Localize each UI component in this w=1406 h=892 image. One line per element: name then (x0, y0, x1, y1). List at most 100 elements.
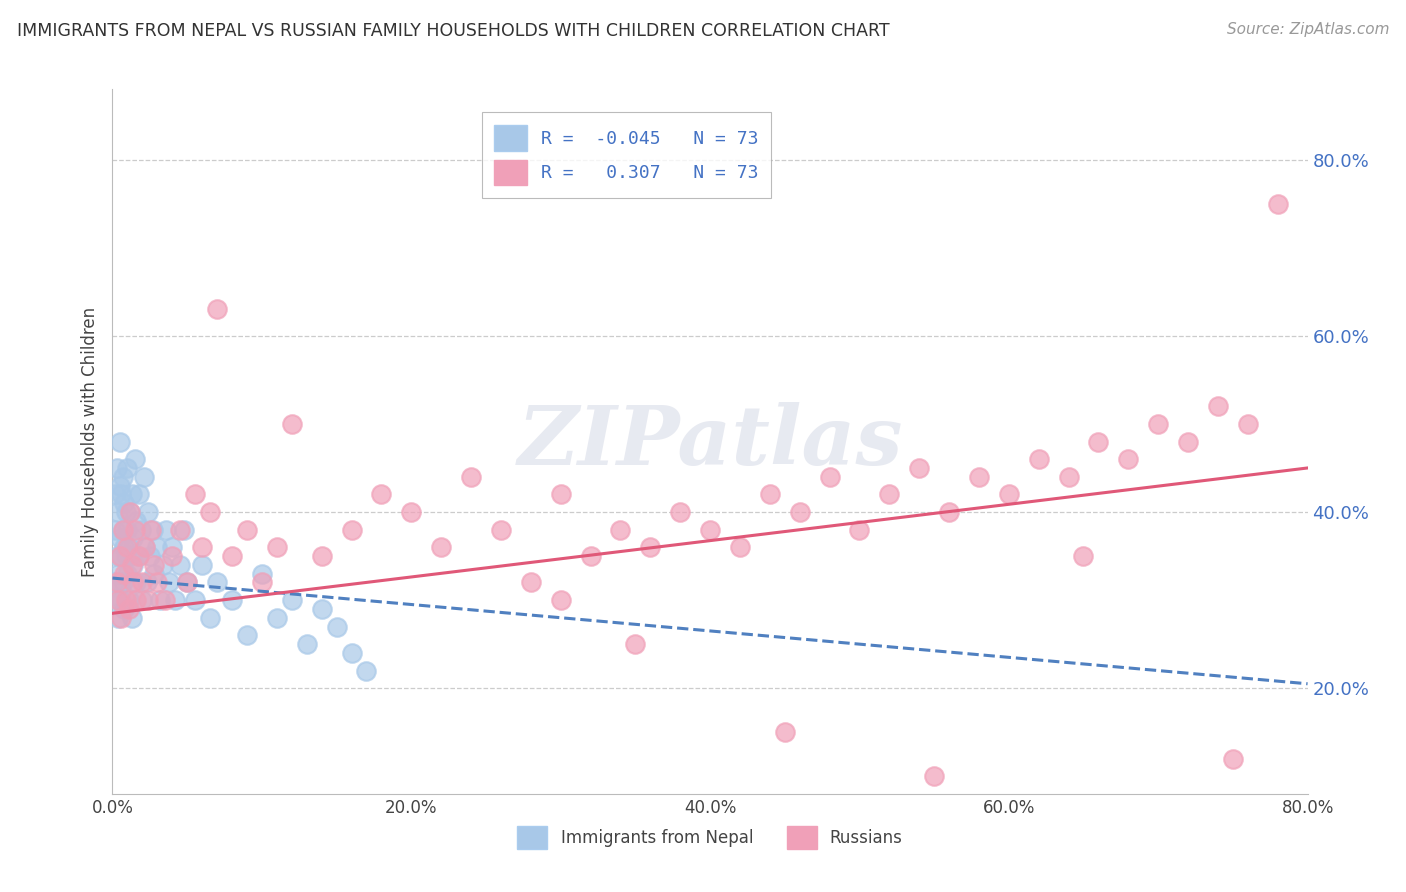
Point (311, 549, 333, 563)
Point (139, 549, 162, 563)
Point (138, 505, 160, 519)
Point (640, 540, 662, 554)
Point (121, 487, 143, 501)
Legend: Immigrants from Nepal, Russians: Immigrants from Nepal, Russians (510, 819, 910, 856)
Point (922, 769, 945, 783)
Point (108, 478, 131, 492)
Point (122, 575, 145, 590)
Point (107, 505, 129, 519)
Point (908, 461, 931, 475)
Point (401, 505, 423, 519)
Point (110, 549, 132, 563)
Point (108, 532, 131, 546)
Point (134, 540, 156, 554)
Point (430, 540, 453, 554)
Point (114, 602, 135, 616)
Point (699, 523, 721, 537)
Point (157, 575, 180, 590)
Point (550, 593, 572, 607)
Point (114, 540, 135, 554)
Point (1073, 549, 1095, 563)
Point (728, 540, 751, 554)
Point (117, 540, 139, 554)
Point (107, 593, 129, 607)
Point (340, 646, 363, 660)
Point (149, 593, 172, 607)
Point (129, 523, 152, 537)
Point (120, 549, 142, 563)
Point (266, 610, 288, 624)
Point (146, 540, 169, 554)
Point (221, 549, 243, 563)
Point (114, 496, 135, 510)
Point (125, 575, 148, 590)
Point (115, 593, 138, 607)
Point (520, 575, 543, 590)
Point (105, 461, 128, 475)
Point (125, 514, 148, 528)
Point (153, 593, 176, 607)
Point (128, 549, 150, 563)
Point (250, 575, 273, 590)
Point (183, 593, 205, 607)
Point (1237, 417, 1260, 431)
Point (132, 469, 155, 483)
Point (107, 610, 129, 624)
Point (143, 566, 166, 581)
Point (236, 628, 259, 642)
Point (138, 593, 160, 607)
Point (155, 523, 177, 537)
Point (117, 523, 139, 537)
Point (295, 637, 318, 651)
Point (120, 505, 142, 519)
Point (759, 487, 782, 501)
Point (108, 434, 131, 449)
Point (173, 523, 195, 537)
Point (198, 505, 221, 519)
Point (669, 505, 692, 519)
Point (131, 593, 153, 607)
Point (848, 523, 870, 537)
Point (1206, 399, 1229, 413)
Point (118, 602, 141, 616)
Point (176, 575, 198, 590)
Point (205, 302, 228, 317)
Point (1147, 417, 1170, 431)
Point (879, 487, 901, 501)
Text: IMMIGRANTS FROM NEPAL VS RUSSIAN FAMILY HOUSEHOLDS WITH CHILDREN CORRELATION CHA: IMMIGRANTS FROM NEPAL VS RUSSIAN FAMILY … (17, 22, 890, 40)
Point (104, 487, 127, 501)
Point (115, 505, 138, 519)
Point (110, 593, 132, 607)
Point (127, 549, 149, 563)
Point (143, 558, 166, 572)
Point (221, 593, 243, 607)
Point (141, 523, 163, 537)
Point (118, 540, 141, 554)
Point (105, 575, 128, 590)
Point (124, 523, 146, 537)
Point (111, 523, 134, 537)
Text: ZIPatlas: ZIPatlas (517, 401, 903, 482)
Point (266, 540, 288, 554)
Point (579, 549, 602, 563)
Point (370, 487, 392, 501)
Point (176, 575, 198, 590)
Point (356, 664, 378, 678)
Point (183, 487, 205, 501)
Point (609, 523, 631, 537)
Point (124, 452, 146, 467)
Y-axis label: Family Households with Children: Family Households with Children (80, 307, 98, 576)
Point (550, 487, 572, 501)
Point (198, 610, 221, 624)
Point (191, 540, 214, 554)
Point (967, 469, 990, 483)
Text: Source: ZipAtlas.com: Source: ZipAtlas.com (1226, 22, 1389, 37)
Point (1028, 452, 1050, 467)
Point (122, 558, 145, 572)
Point (108, 549, 131, 563)
Point (121, 610, 143, 624)
Point (1177, 434, 1199, 449)
Point (111, 523, 134, 537)
Point (281, 417, 304, 431)
Point (169, 523, 191, 537)
